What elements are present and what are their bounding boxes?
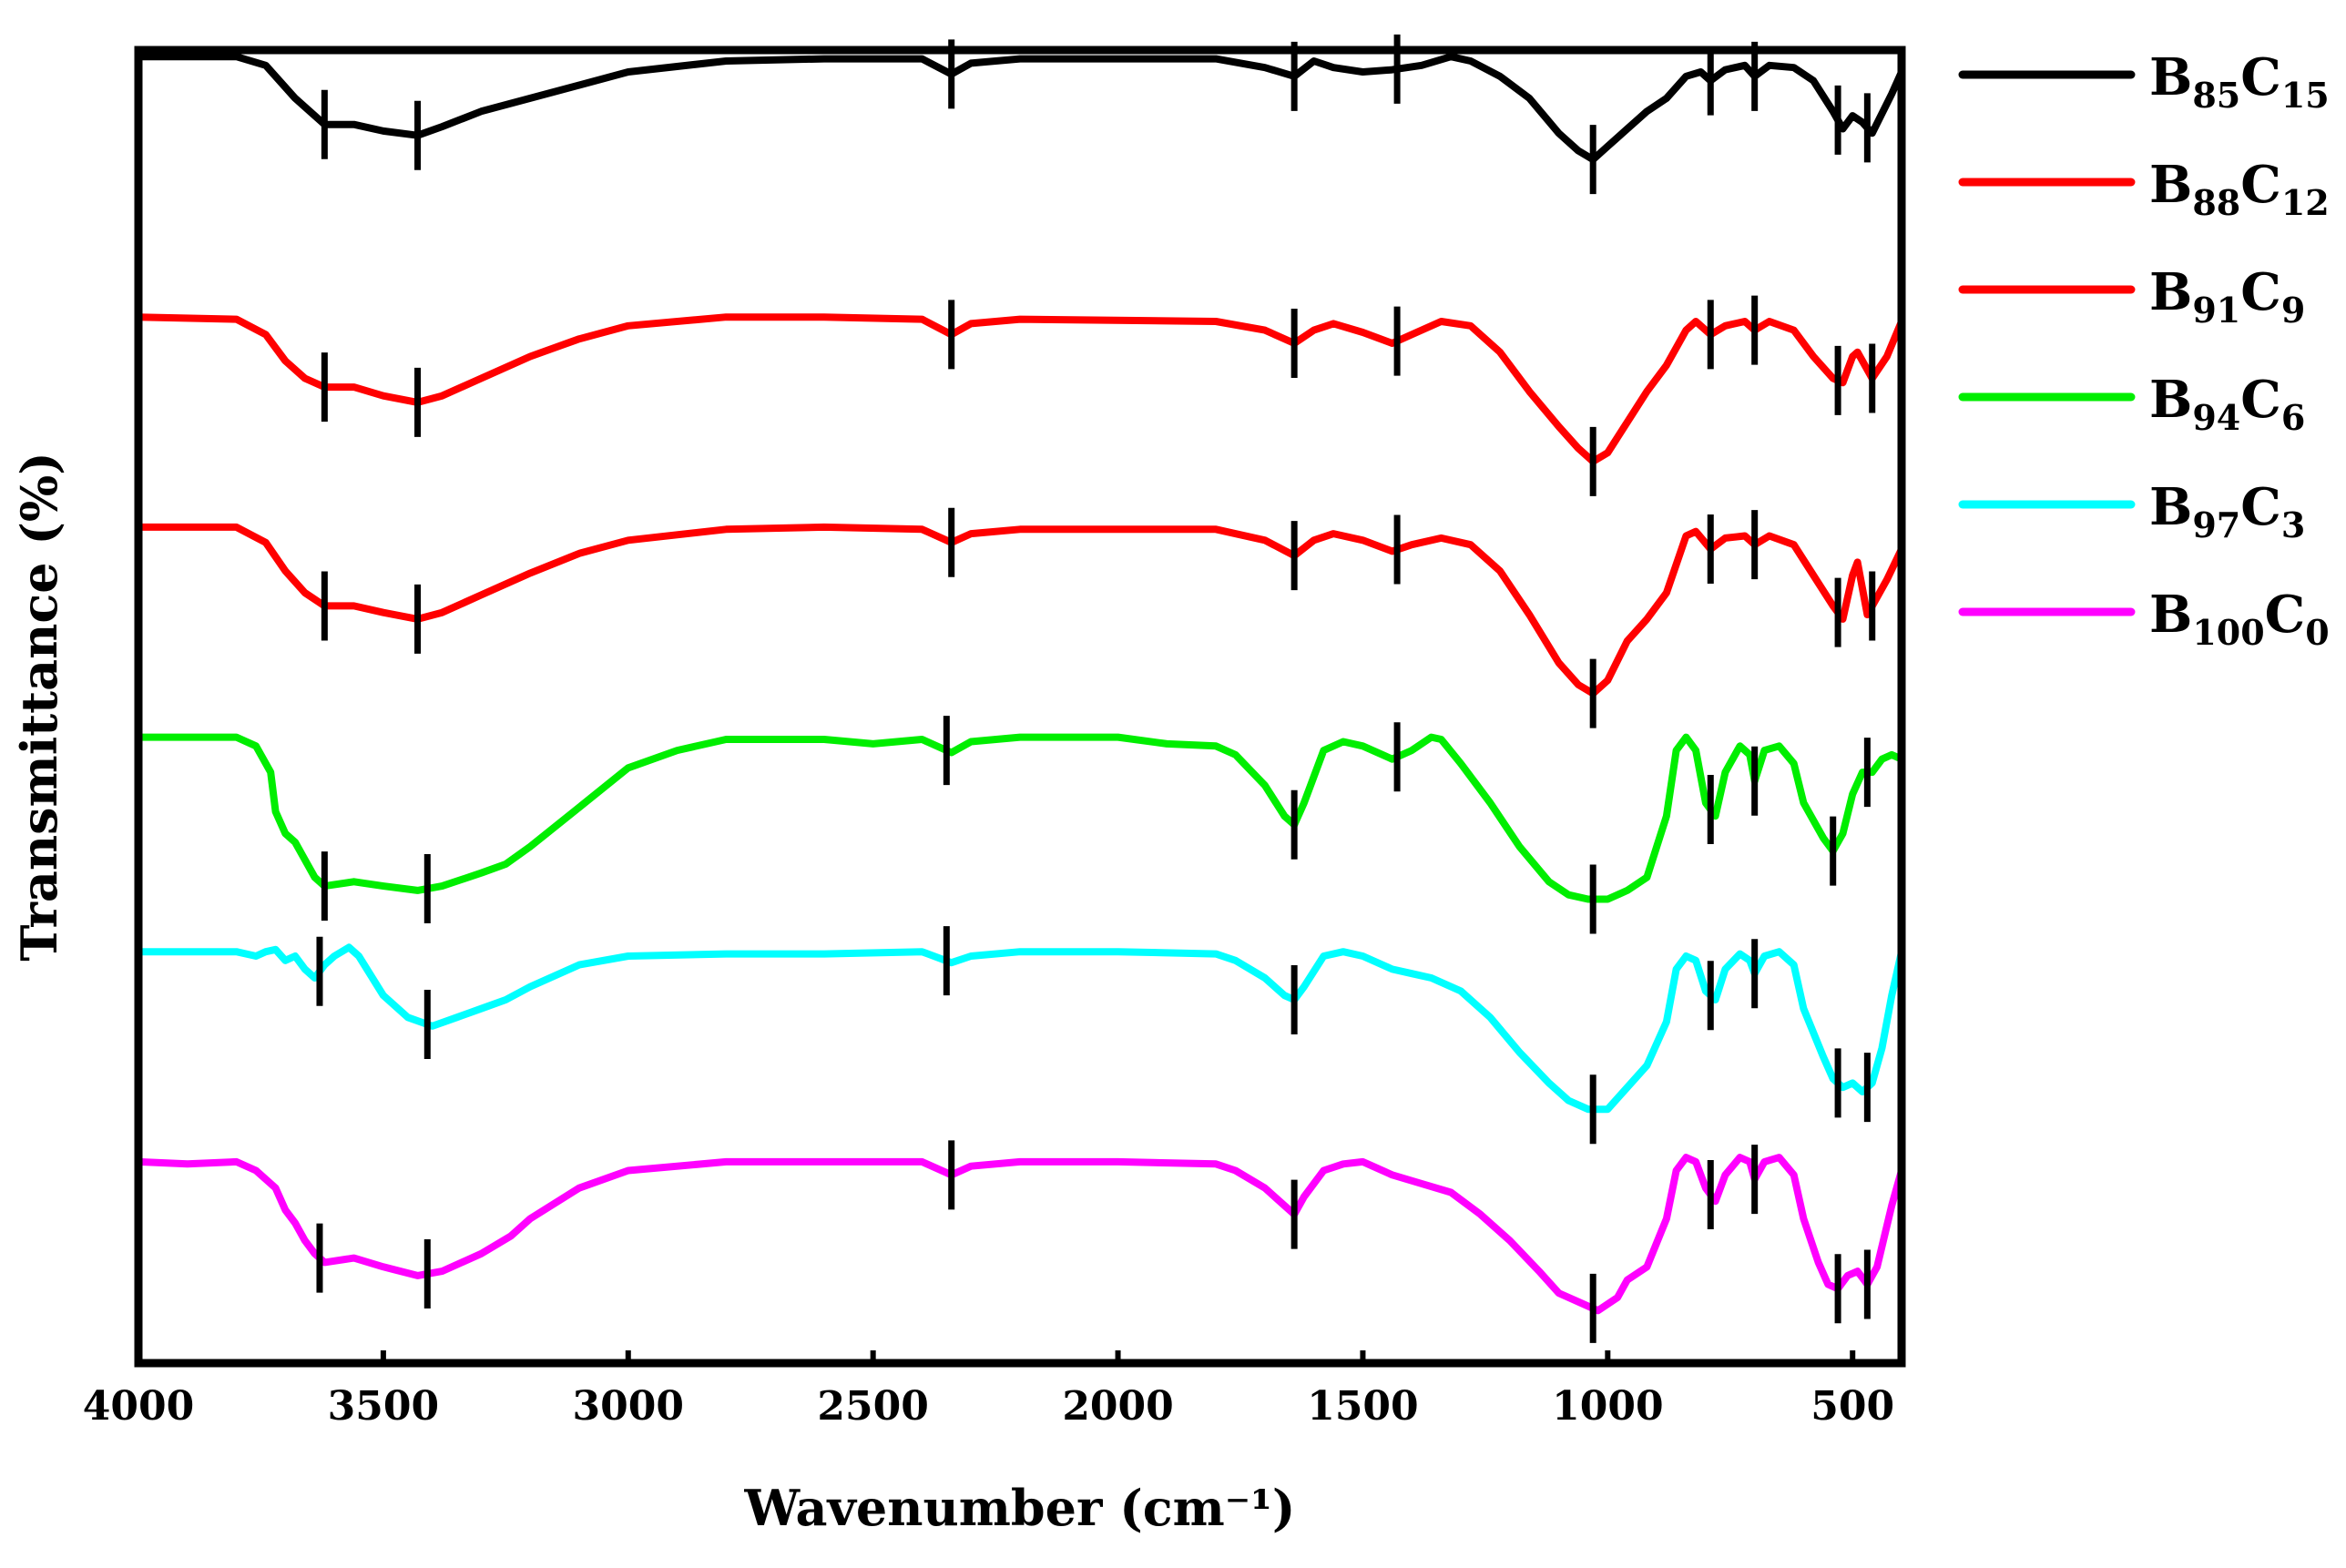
series-line-B97C3	[135, 943, 1905, 1114]
x-tick-label-1000: 1000	[1552, 1383, 1663, 1430]
legend-label-B88C12: B88C12	[2149, 155, 2330, 223]
series-line-B94C6	[135, 733, 1905, 903]
series-layer	[135, 53, 1905, 1315]
peak-markers	[316, 34, 1876, 1343]
x-axis-ticks: 4000 3500 3000 2500 2000 1500 1000 500	[83, 1350, 1894, 1430]
plot-frame	[134, 46, 1906, 1368]
x-tick-label-3500: 3500	[328, 1383, 439, 1430]
x-tick-label-3000: 3000	[573, 1383, 684, 1430]
series-line-B85C15	[135, 53, 1905, 164]
legend-label-B100C0: B100C0	[2149, 585, 2330, 653]
x-tick-label-500: 500	[1810, 1383, 1894, 1430]
legend-label-B91C9: B91C9	[2149, 262, 2305, 331]
legend-label-B97C3: B97C3	[2149, 477, 2305, 545]
x-tick-label-1500: 1500	[1307, 1383, 1418, 1430]
legend-label-B94C6: B94C6	[2149, 370, 2305, 438]
series-line-B91C9	[135, 523, 1905, 697]
y-axis-title: Transmittance (%)	[10, 452, 68, 962]
x-tick-label-2000: 2000	[1062, 1383, 1173, 1430]
x-tick-label-2500: 2500	[817, 1383, 928, 1430]
x-axis-title: Wavenumber (cm⁻¹)	[744, 1479, 1296, 1537]
series-line-B100C0	[135, 1154, 1905, 1315]
x-tick-label-4000: 4000	[83, 1383, 194, 1430]
legend: B85C15 B88C12 B91C9 B94C6 B97C3 B100C0	[1958, 47, 2330, 653]
series-line-B88C12	[135, 313, 1905, 465]
legend-label-B85C15: B85C15	[2149, 47, 2330, 116]
